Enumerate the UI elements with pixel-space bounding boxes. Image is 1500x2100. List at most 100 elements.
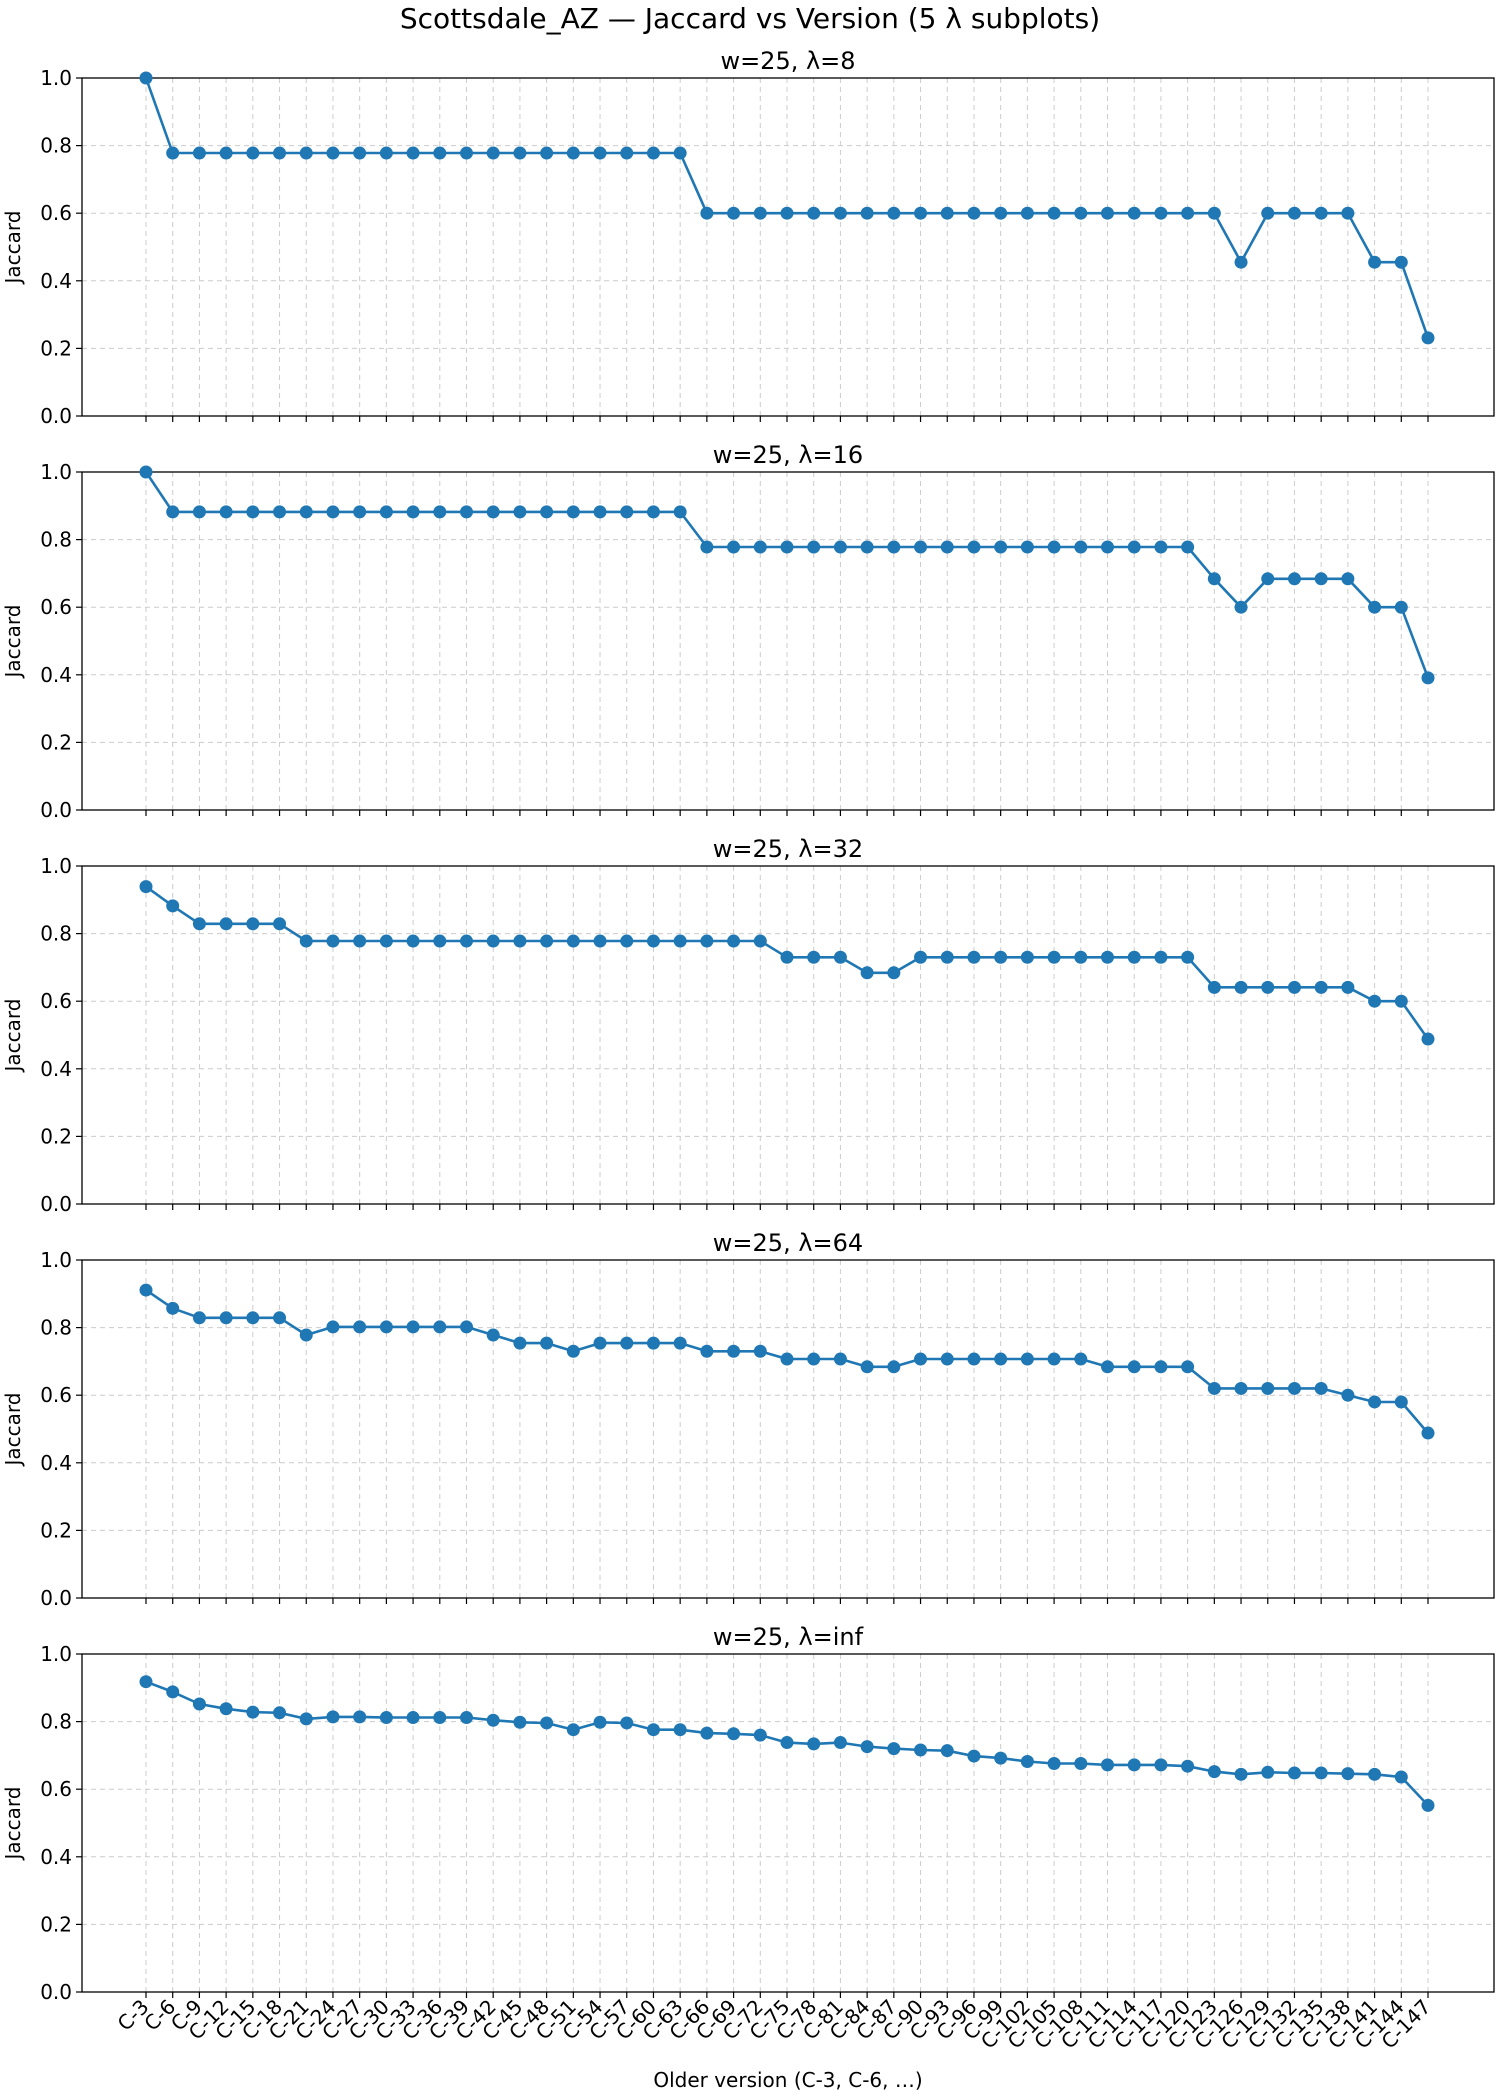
data-point — [887, 966, 901, 980]
data-point — [1074, 540, 1088, 554]
data-point — [192, 1311, 206, 1325]
data-point — [1314, 206, 1328, 220]
data-point — [646, 934, 660, 948]
data-point — [1181, 540, 1195, 554]
data-point — [246, 1311, 260, 1325]
data-point — [246, 146, 260, 160]
data-point — [780, 1352, 794, 1366]
y-tick-label: 0.4 — [40, 269, 72, 293]
y-tick-label: 0.4 — [40, 1845, 72, 1869]
subplot-4: 0.0 0.2 0.4 0.6 0.8 1.0 w=25, λ=64 Jaccard — [1, 1229, 1495, 1610]
subplot-title: w=25, λ=8 — [720, 47, 855, 75]
data-point — [299, 934, 313, 948]
data-point — [1261, 980, 1275, 994]
data-point — [807, 950, 821, 964]
data-point — [620, 505, 634, 519]
subplot-title: w=25, λ=64 — [713, 1229, 863, 1257]
data-point — [700, 1344, 714, 1358]
data-point — [1047, 950, 1061, 964]
data-point — [1127, 1758, 1141, 1772]
data-point — [1368, 1767, 1382, 1781]
data-point — [1261, 572, 1275, 586]
data-point — [1207, 572, 1221, 586]
y-tick-label: 0.8 — [40, 134, 72, 158]
data-point — [406, 146, 420, 160]
y-tick-label: 0.2 — [40, 1912, 72, 1936]
data-point — [780, 950, 794, 964]
data-point — [326, 1710, 340, 1724]
data-point — [1047, 206, 1061, 220]
y-tick-label: 0.6 — [40, 989, 72, 1013]
data-point — [353, 1320, 367, 1334]
data-point — [1154, 1758, 1168, 1772]
data-point — [1368, 1395, 1382, 1409]
data-point — [780, 1736, 794, 1750]
data-point — [379, 146, 393, 160]
data-point — [1181, 1759, 1195, 1773]
data-point — [700, 540, 714, 554]
data-point — [273, 917, 287, 931]
data-point — [219, 917, 233, 931]
data-point — [753, 206, 767, 220]
y-tick-label: 0.0 — [40, 1192, 72, 1216]
data-point — [860, 540, 874, 554]
data-point — [994, 206, 1008, 220]
data-point — [994, 1352, 1008, 1366]
data-point — [433, 1711, 447, 1725]
data-point — [326, 934, 340, 948]
data-point — [1101, 950, 1114, 964]
data-point — [940, 1744, 954, 1758]
data-point — [887, 206, 901, 220]
data-point — [780, 206, 794, 220]
data-point — [219, 1702, 233, 1716]
data-point — [379, 1711, 393, 1725]
data-point — [326, 1320, 340, 1334]
data-point — [1101, 540, 1114, 554]
data-point — [914, 1743, 928, 1757]
data-point — [994, 950, 1008, 964]
data-point — [460, 146, 473, 160]
data-point — [273, 1706, 287, 1720]
data-point — [460, 1711, 473, 1725]
data-point — [1261, 1381, 1275, 1395]
data-point — [967, 1352, 981, 1366]
data-point — [433, 146, 447, 160]
data-point — [379, 934, 393, 948]
data-point — [1314, 572, 1328, 586]
data-point — [379, 505, 393, 519]
data-point — [353, 934, 367, 948]
data-point — [326, 146, 340, 160]
data-point — [833, 950, 847, 964]
y-tick-label: 0.8 — [40, 922, 72, 946]
data-point — [1074, 206, 1088, 220]
data-point — [1074, 950, 1088, 964]
data-point — [1421, 671, 1435, 685]
data-point — [139, 465, 153, 479]
y-tick-label: 1.0 — [40, 1248, 72, 1272]
data-point — [1341, 572, 1355, 586]
data-point — [860, 1740, 874, 1754]
data-point — [406, 934, 420, 948]
data-point — [1127, 206, 1141, 220]
data-point — [1341, 1388, 1355, 1402]
data-point — [1287, 1381, 1301, 1395]
data-point — [460, 505, 473, 519]
y-tick-label: 0.2 — [40, 1124, 72, 1148]
data-point — [1020, 950, 1034, 964]
data-point — [1368, 255, 1382, 269]
data-point — [486, 934, 500, 948]
data-point — [753, 1344, 767, 1358]
y-axis-label: Jaccard — [1, 1787, 25, 1862]
data-point — [219, 505, 233, 519]
axes-frame — [81, 77, 1495, 417]
data-point — [1127, 1360, 1141, 1374]
data-point — [1368, 600, 1382, 614]
data-point — [673, 505, 687, 519]
data-point — [967, 950, 981, 964]
data-point — [1394, 255, 1408, 269]
data-point — [246, 917, 260, 931]
data-point — [620, 1336, 634, 1350]
data-point — [139, 880, 153, 894]
subplots: 0.0 0.2 0.4 0.6 0.8 1.0 w=25, λ=8 Jaccard 0.0 0.2… — [1, 47, 1495, 2054]
data-point — [593, 505, 607, 519]
